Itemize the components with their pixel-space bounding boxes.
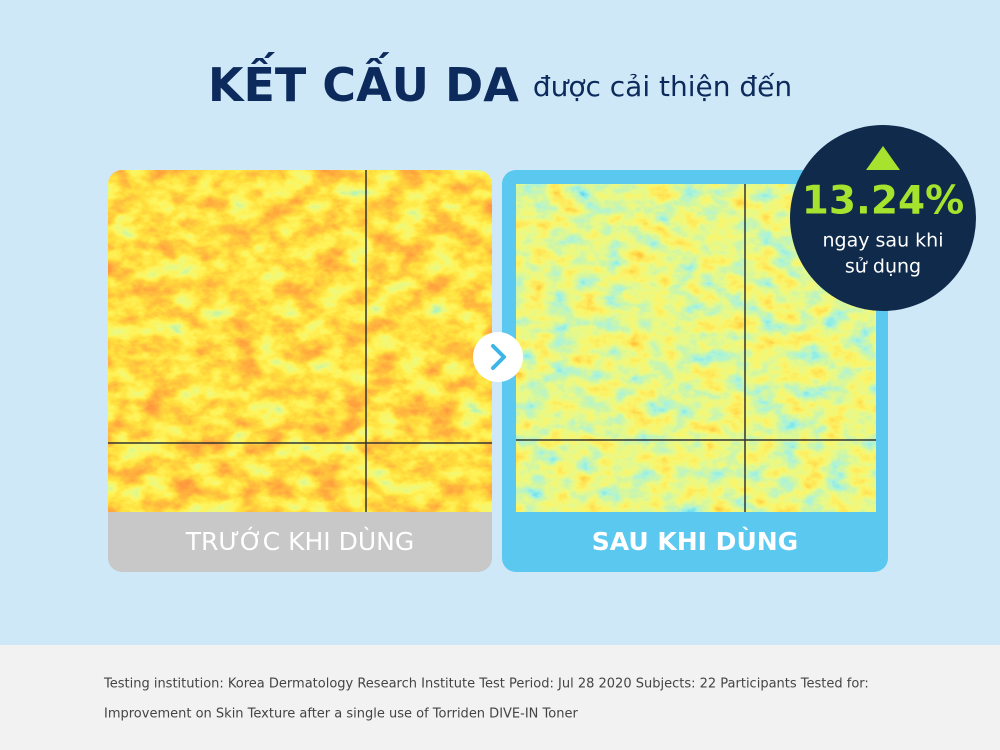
badge-caption: sử dụng (845, 256, 921, 278)
before-panel (108, 170, 492, 572)
footer-band (0, 645, 1000, 750)
panel-label: SAU KHI DÙNG (592, 526, 798, 556)
subtitle: được cải thiện đến (533, 70, 792, 103)
footnote: Improvement on Skin Texture after a sing… (104, 707, 578, 722)
badge (790, 125, 976, 311)
arrow-chevron (491, 344, 506, 370)
badge-value: 13.24% (802, 179, 964, 224)
title: KẾT CẤU DA (208, 52, 519, 112)
footnote: Testing institution: Korea Dermatology R… (103, 677, 869, 692)
up-triangle (866, 146, 900, 170)
label-bar (108, 512, 492, 572)
arrow-circle (473, 332, 523, 382)
panel-label: TRƯỚC KHI DÙNG (185, 526, 414, 556)
headline: KẾT CẤU DA được cải thiện đến (208, 52, 792, 112)
before-heatmap (108, 170, 492, 512)
badge-caption: ngay sau khi (823, 230, 944, 252)
